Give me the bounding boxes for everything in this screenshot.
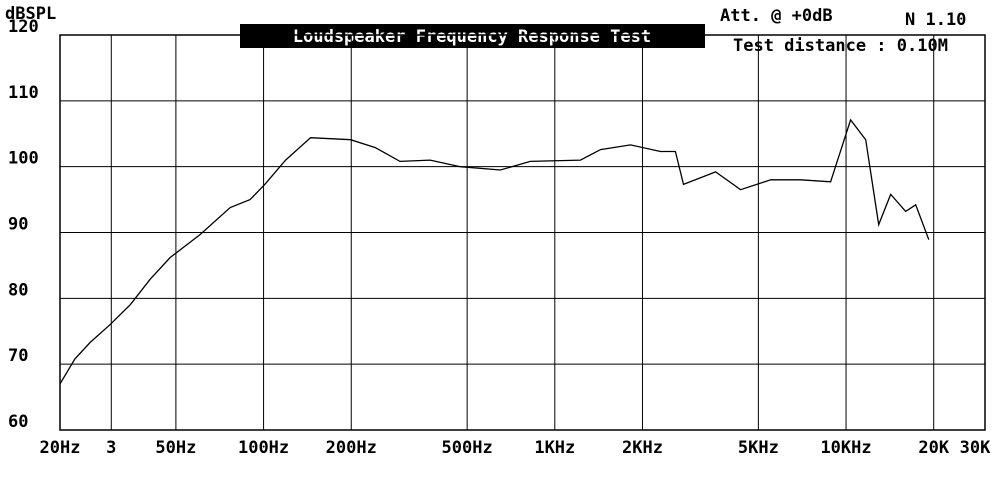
y-tick-label: 80: [8, 280, 28, 300]
y-axis-label: dBSPL: [5, 4, 56, 24]
response-line: [59, 118, 930, 385]
chart-title: Loudspeaker Frequency Response Test: [293, 27, 651, 47]
y-tick-label: 100: [8, 149, 39, 169]
x-tick-label: 200Hz: [326, 438, 377, 458]
x-tick-label: 5KHz: [738, 438, 779, 458]
x-tick-label: 100Hz: [238, 438, 289, 458]
x-tick-label: 30K: [960, 438, 991, 458]
y-tick-label: 110: [8, 83, 39, 103]
x-tick-label: 1KHz: [534, 438, 575, 458]
x-tick-label: 500Hz: [442, 438, 493, 458]
x-tick-label: 3: [106, 438, 116, 458]
y-tick-label: 90: [8, 215, 28, 235]
y-tick-label: 70: [8, 346, 28, 366]
y-tick-label: 120: [8, 17, 39, 37]
x-tick-label: 50Hz: [155, 438, 196, 458]
title-box: [240, 24, 705, 48]
x-tick-label: 20K: [918, 438, 949, 458]
y-tick-label: 60: [8, 412, 28, 432]
x-tick-label: 2KHz: [622, 438, 663, 458]
x-tick-label: 10KHz: [820, 438, 871, 458]
attenuation: Att. @ +0dB: [720, 6, 833, 26]
test-distance: Test distance : 0.10M: [733, 36, 948, 56]
version: N 1.10: [905, 10, 966, 30]
x-tick-label: 20Hz: [40, 438, 81, 458]
